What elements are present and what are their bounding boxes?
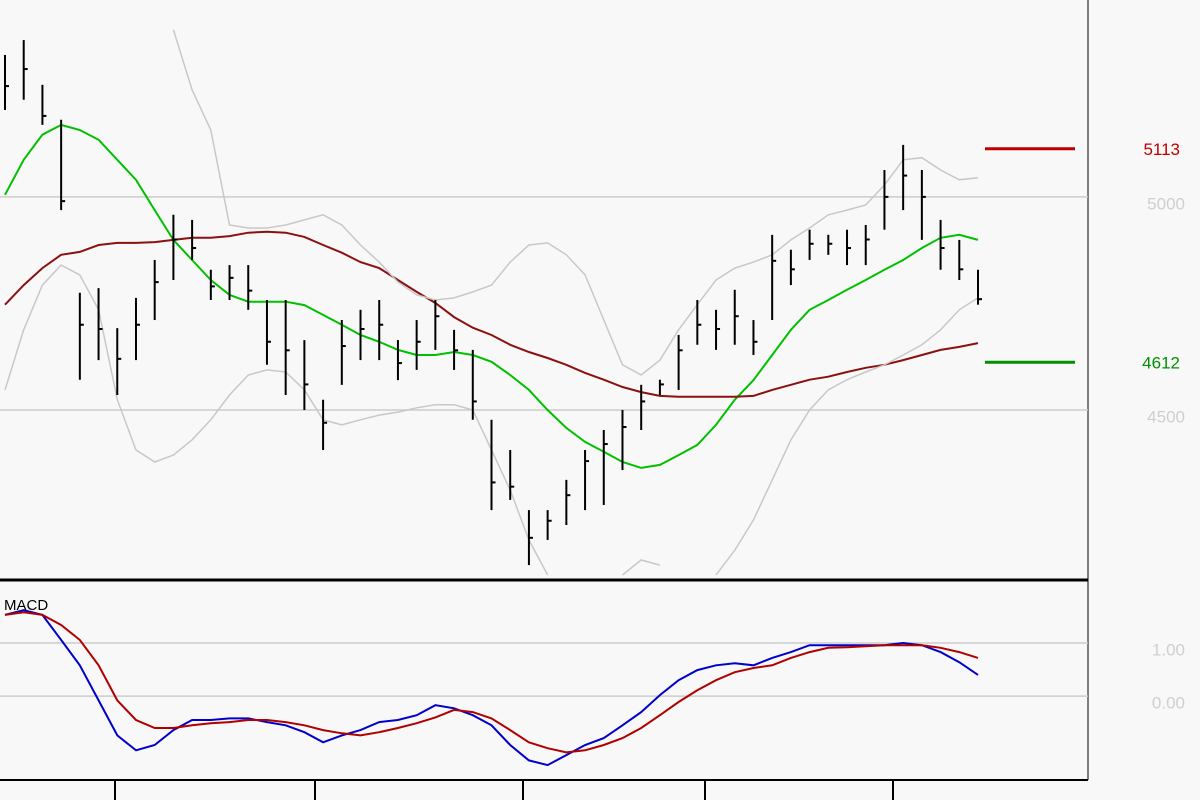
y-tick-label: 1.00: [1152, 641, 1185, 660]
plot-area: [4, 29, 982, 576]
line-series: [4, 611, 979, 754]
y-tick-label: 5000: [1147, 194, 1185, 213]
y-tick-label: 4500: [1147, 407, 1185, 426]
macd-title: MACD: [4, 597, 48, 614]
line-series: [172, 29, 979, 376]
line-series: [4, 230, 979, 398]
y-tick-label: 0.00: [1152, 694, 1185, 713]
line-series: [4, 264, 979, 576]
line-series: [4, 609, 979, 767]
level-label: 5113: [1143, 140, 1180, 159]
level-label: 4612: [1142, 354, 1180, 373]
x-ticks: [114, 780, 894, 800]
plot-area: [4, 609, 979, 767]
line-series: [4, 123, 979, 469]
